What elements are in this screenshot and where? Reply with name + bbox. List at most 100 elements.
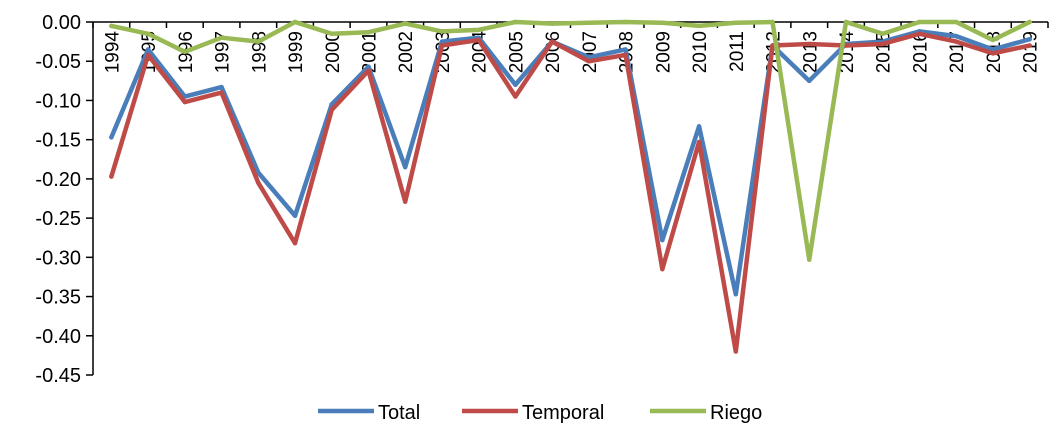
data-point-total [513, 82, 518, 88]
data-point-total [733, 291, 739, 297]
x-tick-label: 1999 [286, 31, 307, 73]
data-point-riego [696, 23, 702, 29]
x-tick-label: 2019 [1021, 31, 1042, 73]
data-point-total [145, 47, 151, 52]
data-point-riego [770, 19, 775, 25]
data-point-temporal [145, 52, 151, 58]
data-point-total [990, 47, 996, 52]
legend-label-total: Total [378, 402, 420, 423]
data-point-riego [549, 21, 555, 26]
data-point-riego [439, 29, 445, 34]
data-point-riego [145, 31, 151, 37]
data-point-riego [807, 257, 812, 262]
data-point-temporal [366, 68, 371, 73]
data-point-temporal [513, 94, 518, 99]
data-point-temporal [256, 180, 261, 186]
data-point-riego [256, 39, 261, 44]
x-tick-label: 2007 [580, 31, 601, 73]
data-point-temporal [549, 39, 555, 44]
data-point-total [109, 135, 114, 140]
x-tick-label: 2011 [727, 31, 748, 72]
series-line-temporal [109, 31, 1032, 354]
data-point-riego [990, 37, 996, 43]
y-tick-label: -0.35 [35, 287, 81, 309]
data-point-riego [366, 29, 371, 35]
y-tick-label: 0.00 [42, 12, 81, 34]
data-point-riego [329, 31, 334, 37]
x-tick-label: 2001 [359, 31, 380, 73]
x-tick-label: 2009 [653, 31, 674, 73]
data-point-riego [733, 20, 739, 26]
data-point-total [256, 170, 261, 175]
data-point-total [623, 47, 628, 52]
data-point-temporal [843, 43, 849, 48]
data-point-total [696, 124, 702, 129]
data-point-temporal [402, 199, 408, 204]
data-point-temporal [733, 349, 739, 354]
data-point-riego [402, 21, 408, 26]
data-point-riego [292, 19, 298, 25]
data-point-temporal [1027, 43, 1032, 48]
data-point-total [292, 213, 298, 219]
data-point-total [807, 78, 812, 84]
data-point-riego [953, 19, 959, 25]
x-tick-label: 1994 [102, 31, 123, 74]
data-point-riego [476, 27, 481, 33]
y-tick-label: -0.25 [35, 208, 81, 230]
series-line-riego [109, 19, 1032, 262]
data-point-temporal [880, 41, 885, 47]
data-point-temporal [329, 107, 334, 113]
y-tick-label: -0.15 [35, 130, 81, 152]
data-point-temporal [770, 43, 775, 48]
x-tick-label: 2006 [543, 31, 564, 73]
data-point-temporal [990, 51, 996, 56]
series-layer [109, 19, 1032, 354]
data-point-total [219, 84, 224, 90]
data-point-temporal [586, 58, 592, 64]
y-tick-label: -0.10 [35, 90, 81, 112]
data-point-temporal [623, 52, 628, 58]
data-point-total [660, 237, 665, 243]
x-tick-label: 2000 [323, 31, 344, 73]
x-tick-label: 2005 [506, 31, 527, 73]
data-point-total [1027, 37, 1032, 42]
data-point-temporal [109, 174, 114, 179]
data-point-total [366, 64, 371, 69]
data-point-temporal [696, 139, 702, 145]
data-point-total [953, 33, 959, 39]
data-point-temporal [807, 41, 812, 47]
y-tick-label: -0.45 [35, 365, 81, 387]
data-point-temporal [219, 90, 224, 95]
data-point-riego [660, 20, 665, 26]
x-tick-label: 2016 [910, 31, 931, 73]
data-point-riego [586, 20, 592, 26]
data-point-temporal [182, 99, 188, 105]
data-point-temporal [660, 266, 665, 272]
data-point-total [402, 164, 408, 170]
x-tick-label: 2010 [690, 31, 711, 73]
y-tick-label: -0.30 [35, 247, 81, 269]
legend: Total Temporal Riego [318, 402, 762, 423]
legend-label-riego: Riego [710, 402, 762, 423]
data-point-temporal [917, 31, 922, 37]
data-point-riego [182, 49, 188, 55]
data-point-riego [917, 19, 922, 25]
y-tick-label: -0.20 [35, 169, 81, 191]
data-point-temporal [292, 240, 298, 246]
data-point-riego [623, 19, 628, 25]
x-tick-label: 1997 [213, 31, 234, 73]
data-point-riego [219, 35, 224, 40]
legend-label-temporal: Temporal [522, 402, 604, 423]
y-tick-label: -0.05 [35, 51, 81, 73]
x-tick-label: 2013 [800, 31, 821, 73]
data-point-temporal [953, 39, 959, 44]
y-axis: 0.00 -0.05 -0.10 -0.15 -0.20 -0.25 -0.30 -0.35 -… [35, 12, 94, 387]
y-tick-label: -0.40 [35, 326, 81, 348]
data-point-temporal [439, 43, 445, 48]
data-point-riego [109, 23, 114, 29]
data-point-riego [880, 31, 885, 37]
data-point-total [439, 39, 445, 44]
data-point-riego [843, 19, 849, 25]
data-point-temporal [476, 37, 481, 43]
